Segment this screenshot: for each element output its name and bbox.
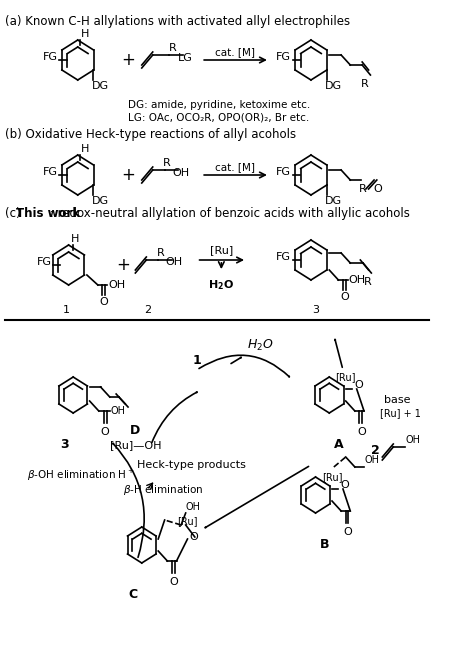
Text: $H_2O$: $H_2O$: [247, 338, 274, 353]
Text: OH: OH: [186, 502, 201, 512]
Text: O: O: [340, 480, 349, 490]
Text: R: R: [163, 158, 171, 168]
Text: 2: 2: [145, 305, 152, 315]
Text: O: O: [373, 184, 382, 194]
Text: 1: 1: [192, 353, 201, 366]
Text: [Ru] + 1: [Ru] + 1: [380, 408, 420, 418]
Text: This work: This work: [17, 207, 81, 220]
Text: Heck-type products: Heck-type products: [137, 460, 246, 470]
Text: DG: DG: [325, 81, 342, 91]
Text: FG: FG: [43, 52, 58, 62]
Text: FG: FG: [43, 167, 58, 177]
Text: LG: LG: [178, 53, 193, 63]
Text: 2: 2: [371, 443, 379, 456]
Text: OH: OH: [109, 280, 126, 290]
Text: O: O: [99, 297, 108, 307]
Text: D: D: [130, 424, 140, 436]
Text: $\mathbf{H_2O}$: $\mathbf{H_2O}$: [209, 278, 234, 292]
Text: O: O: [340, 292, 349, 302]
Text: [Ru]: [Ru]: [322, 472, 342, 482]
Text: OH: OH: [165, 257, 182, 267]
Text: OH: OH: [405, 435, 420, 445]
Text: cat. [M]: cat. [M]: [215, 162, 255, 172]
Text: $\beta$-H elimination: $\beta$-H elimination: [123, 483, 204, 497]
Text: 3: 3: [60, 439, 68, 451]
FancyArrowPatch shape: [205, 466, 309, 527]
Text: R: R: [358, 184, 366, 194]
Text: O: O: [343, 527, 352, 537]
Text: H: H: [81, 144, 89, 154]
Text: FG: FG: [276, 167, 291, 177]
Text: +: +: [121, 51, 135, 69]
Text: (c): (c): [5, 207, 24, 220]
Text: O: O: [169, 577, 178, 587]
FancyArrowPatch shape: [199, 355, 289, 377]
Text: [Ru]: [Ru]: [210, 245, 233, 255]
Text: OH: OH: [110, 406, 126, 416]
Text: 1: 1: [63, 305, 70, 315]
Text: (b) Oxidative Heck-type reactions of allyl acohols: (b) Oxidative Heck-type reactions of all…: [5, 128, 296, 141]
FancyArrowPatch shape: [113, 443, 144, 557]
Text: FG: FG: [276, 52, 291, 62]
Text: DG: DG: [325, 196, 342, 206]
Text: OH: OH: [364, 455, 379, 465]
Text: O: O: [354, 380, 363, 390]
Text: +: +: [121, 166, 135, 184]
Text: DG: DG: [91, 81, 109, 91]
Text: O: O: [101, 427, 109, 437]
Text: B: B: [320, 539, 329, 552]
Text: A: A: [334, 439, 343, 451]
Text: R: R: [169, 43, 177, 53]
Text: FG: FG: [276, 252, 291, 262]
Text: [Ru]—OH: [Ru]—OH: [109, 440, 161, 450]
Text: +: +: [117, 256, 130, 274]
Text: (a) Known Ċ-H allylations with activated allyl electrophiles: (a) Known Ċ-H allylations with activate…: [5, 15, 350, 28]
FancyArrowPatch shape: [335, 340, 342, 367]
Text: cat. [M]: cat. [M]: [215, 47, 255, 57]
Text: H: H: [81, 29, 89, 39]
Text: : redox-neutral allylation of benzoic acids with allylic acohols: : redox-neutral allylation of benzoic ac…: [17, 207, 410, 220]
Text: [Ru]: [Ru]: [336, 372, 356, 382]
Text: LG: OAc, OCO₂R, OPO(OR)₂, Br etc.: LG: OAc, OCO₂R, OPO(OR)₂, Br etc.: [128, 113, 310, 123]
Text: DG: DG: [91, 196, 109, 206]
Text: O: O: [357, 427, 365, 437]
Text: $\beta$-OH elimination H$^+$: $\beta$-OH elimination H$^+$: [27, 467, 135, 482]
Text: OH: OH: [172, 168, 189, 178]
Text: O: O: [189, 532, 198, 542]
Text: R: R: [361, 79, 369, 89]
Text: FG: FG: [36, 257, 52, 267]
Text: R: R: [364, 277, 372, 287]
Text: OH: OH: [348, 275, 365, 285]
Text: C: C: [128, 589, 137, 602]
Text: 3: 3: [312, 305, 319, 315]
FancyArrowPatch shape: [152, 392, 197, 443]
Text: R: R: [156, 248, 164, 258]
FancyArrowPatch shape: [231, 357, 241, 364]
Text: [Ru]: [Ru]: [177, 516, 198, 526]
Text: H: H: [72, 234, 80, 244]
Text: DG: amide, pyridine, ketoxime etc.: DG: amide, pyridine, ketoxime etc.: [128, 100, 310, 110]
Text: base: base: [384, 395, 410, 405]
